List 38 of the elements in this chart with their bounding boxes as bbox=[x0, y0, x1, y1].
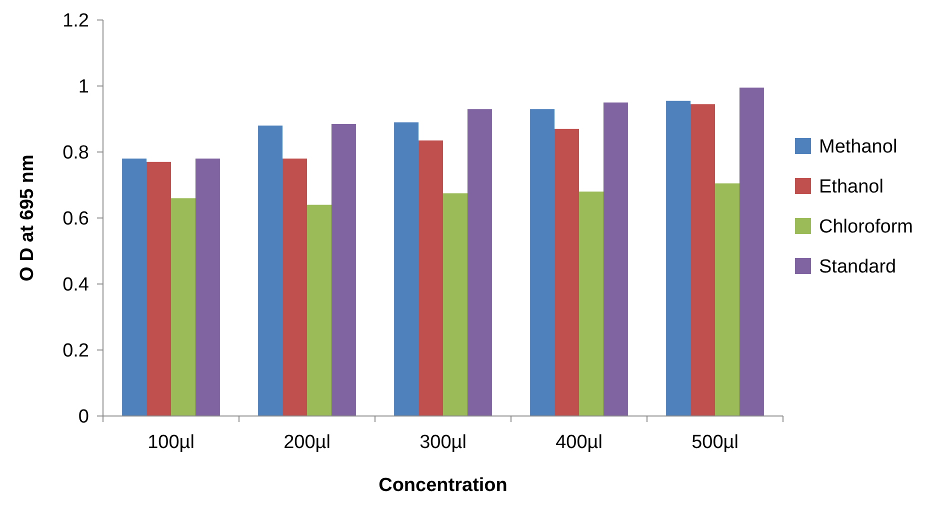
bar bbox=[467, 109, 492, 416]
x-axis-title: Concentration bbox=[378, 475, 508, 496]
y-tick-label: 0.6 bbox=[62, 208, 89, 230]
bar bbox=[195, 158, 220, 416]
bar bbox=[579, 192, 604, 416]
bar bbox=[122, 158, 147, 416]
bar bbox=[171, 198, 196, 416]
x-tick-label: 300µl bbox=[420, 432, 466, 453]
bar bbox=[739, 88, 764, 416]
bar bbox=[146, 162, 171, 416]
x-tick-label: 400µl bbox=[556, 432, 602, 453]
y-tick-label: 0.8 bbox=[62, 142, 89, 164]
bar bbox=[418, 140, 443, 416]
bar bbox=[307, 204, 332, 416]
x-tick-label: 100µl bbox=[148, 432, 194, 453]
y-tick-label: 1 bbox=[78, 76, 89, 98]
bar bbox=[666, 100, 691, 416]
y-tick-label: 0.2 bbox=[62, 340, 89, 362]
y-tick-label: 1.2 bbox=[62, 10, 89, 32]
bar bbox=[530, 109, 555, 416]
bar bbox=[258, 126, 283, 416]
x-tick-label: 200µl bbox=[284, 432, 330, 453]
legend-label: Standard bbox=[819, 256, 896, 278]
bar bbox=[603, 102, 628, 416]
legend-label: Methanol bbox=[819, 136, 898, 158]
x-tick-label: 500µl bbox=[692, 432, 738, 453]
bar bbox=[690, 104, 715, 416]
bar bbox=[394, 122, 419, 416]
bar bbox=[554, 128, 579, 416]
bar bbox=[443, 193, 468, 416]
bar bbox=[282, 158, 307, 416]
legend-label: Chloroform bbox=[819, 216, 913, 238]
y-axis-title: O D at 695 nm bbox=[17, 154, 38, 282]
y-tick-label: 0 bbox=[78, 406, 89, 428]
bar bbox=[715, 183, 740, 416]
y-tick-label: 0.4 bbox=[62, 274, 90, 296]
legend-label: Ethanol bbox=[819, 176, 884, 198]
bar bbox=[331, 124, 356, 416]
